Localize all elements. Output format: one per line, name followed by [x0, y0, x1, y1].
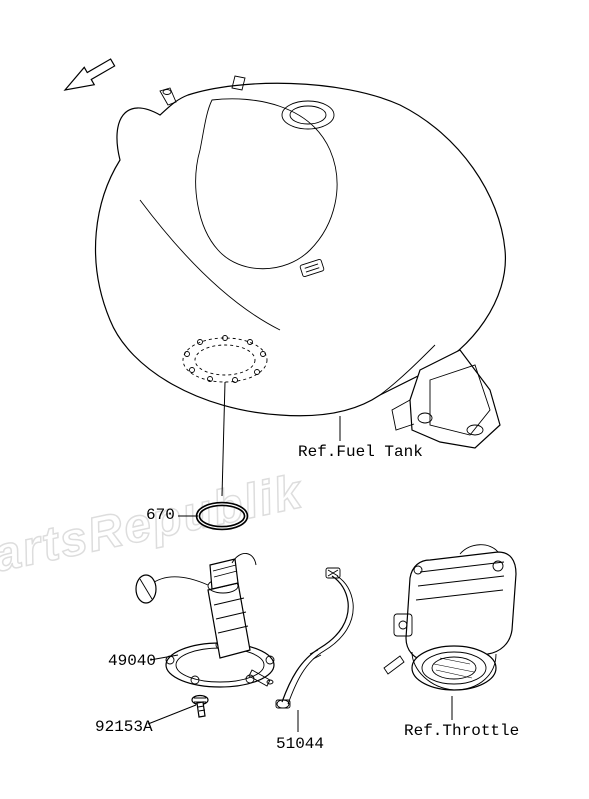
- callout-51044: 51044: [276, 735, 324, 753]
- fuel-tube-51044: [276, 568, 353, 708]
- back-arrow-icon: [60, 54, 118, 99]
- callout-92153a: 92153A: [95, 718, 153, 736]
- o-ring-670: [198, 504, 246, 528]
- fuel-pump-49040: [136, 553, 274, 687]
- diagram-canvas: PartsRepublik: [0, 0, 589, 799]
- callout-ref-fuel-tank: Ref.Fuel Tank: [298, 443, 423, 461]
- throttle-body: [384, 545, 516, 690]
- callout-49040: 49040: [108, 652, 156, 670]
- fuel-tank: [96, 76, 506, 496]
- bolt-92153a: [192, 696, 208, 718]
- diagram-svg: [0, 0, 589, 799]
- callout-670: 670: [146, 506, 175, 524]
- callout-ref-throttle: Ref.Throttle: [404, 722, 519, 740]
